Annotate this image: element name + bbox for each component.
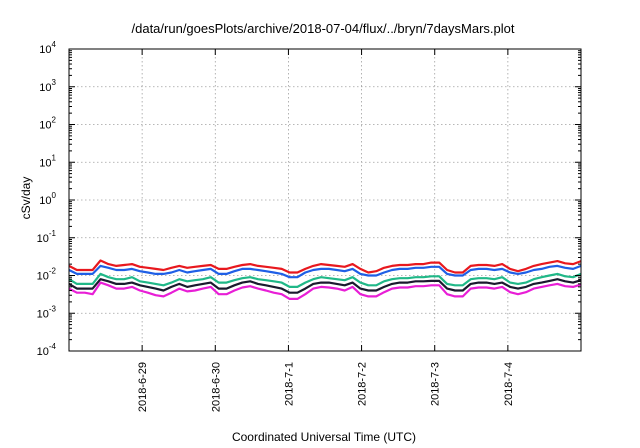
y-tick-label: 10-1	[37, 229, 57, 245]
y-tick-labels: 10-4 10-3 10-2 10-1 100 101 102 103 104	[37, 40, 57, 358]
y-tick-label: 104	[39, 40, 56, 56]
x-tick-label: 2018-7-1	[283, 362, 295, 406]
series-line	[69, 283, 581, 299]
y-tick-label: 103	[39, 78, 56, 94]
x-tick-label: 2018-6-29	[137, 362, 149, 412]
y-tick-label: 10-4	[37, 342, 57, 358]
x-tick-label: 2018-6-30	[210, 362, 222, 412]
y-axis-label: cSv/day	[19, 177, 33, 220]
x-tick-labels: 2018-6-29 2018-6-30 2018-7-1 2018-7-2 2018-7…	[137, 362, 515, 412]
x-tick-label: 2018-7-3	[430, 362, 442, 406]
y-tick-label: 100	[39, 191, 56, 207]
y-tick-label: 101	[39, 153, 56, 169]
y-tick-label: 10-3	[37, 304, 57, 320]
grid	[69, 49, 581, 351]
y-tick-label: 102	[39, 116, 56, 132]
y-tick-label: 10-2	[37, 267, 57, 283]
x-axis-label: Coordinated Universal Time (UTC)	[232, 430, 416, 444]
chart-title: /data/run/goesPlots/archive/2018-07-04/f…	[132, 21, 515, 36]
x-tick-label: 2018-7-2	[357, 362, 369, 406]
x-tick-label: 2018-7-4	[503, 362, 515, 406]
data-series	[69, 261, 581, 299]
